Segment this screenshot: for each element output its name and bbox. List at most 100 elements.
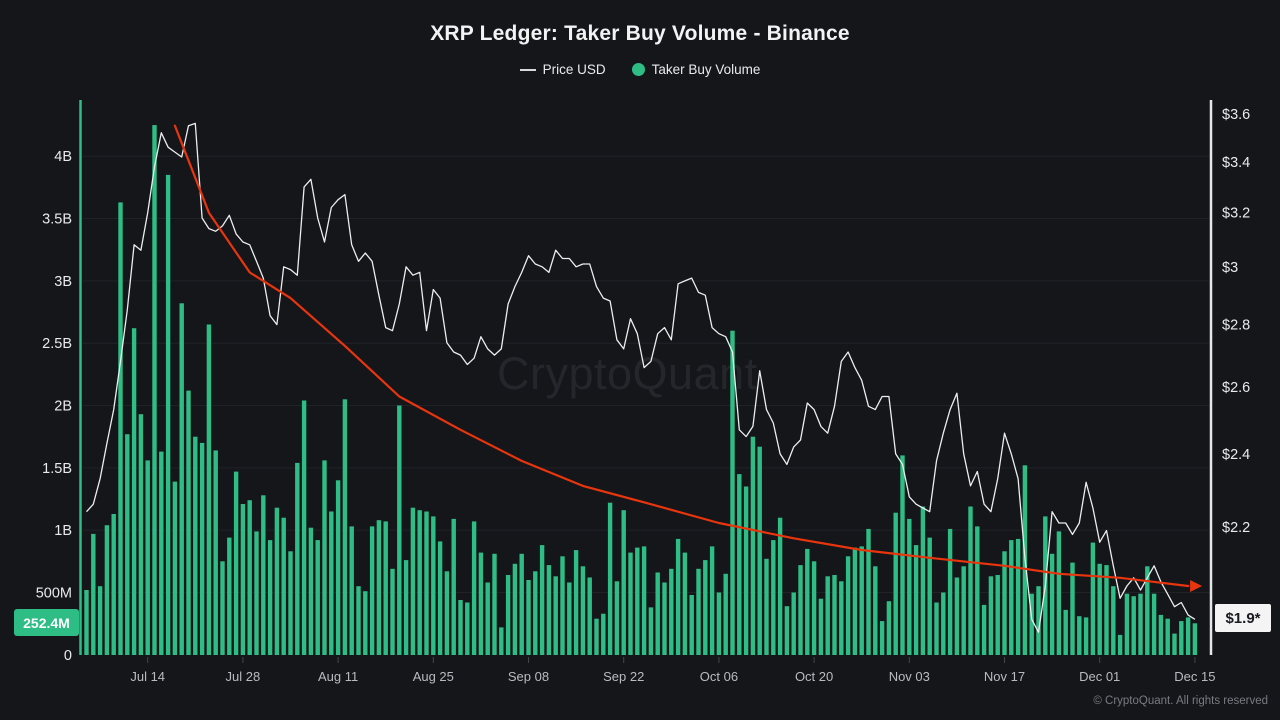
volume-bar [363, 591, 368, 655]
volume-bar [397, 405, 402, 655]
volume-bar [941, 592, 946, 655]
volume-bar [1104, 565, 1109, 655]
legend-item-volume[interactable]: Taker Buy Volume [631, 62, 760, 77]
volume-bar [709, 546, 715, 655]
volume-bar [777, 517, 783, 655]
volume-bar [805, 548, 810, 655]
volume-bar [621, 510, 626, 655]
volume-bar [757, 446, 762, 655]
volume-bar [716, 592, 722, 655]
volume-bar [689, 595, 694, 655]
volume-bar [580, 566, 586, 655]
volume-bar [179, 303, 184, 655]
volume-bar [138, 414, 144, 655]
volume-bar [227, 537, 232, 655]
volume-bar [301, 400, 307, 655]
x-axis-tick-label: Oct 20 [795, 669, 833, 684]
chart-legend: Price USD Taker Buy Volume [0, 62, 1280, 77]
volume-bar [403, 560, 409, 655]
volume-bar [165, 174, 171, 655]
volume-bar [410, 507, 416, 655]
x-axis-tick-label: Jul 14 [130, 669, 165, 684]
volume-bar [1131, 596, 1136, 655]
left-axis-tick-label: 0 [64, 648, 72, 664]
legend-label-price: Price USD [542, 62, 606, 77]
volume-bar [512, 563, 518, 655]
legend-item-price[interactable]: Price USD [519, 62, 606, 77]
volume-bar [614, 581, 620, 655]
left-axis-tick-label: 3B [54, 274, 72, 290]
volume-bar [961, 566, 966, 655]
volume-bar [206, 324, 212, 655]
volume-bar [920, 506, 926, 655]
dot-marker-icon [631, 63, 645, 76]
volume-bar [478, 552, 484, 655]
volume-bar [431, 516, 436, 655]
volume-bar [1138, 593, 1143, 655]
volume-bar [907, 518, 912, 655]
x-axis-labels: Jul 14 Jul 28 Aug 11 Aug 25 Sep 08 Sep 22 Oct … [130, 657, 1216, 684]
volume-bar [539, 545, 545, 655]
left-axis-labels: 0 500M 1B 1.5B 2B 2.5B 3B 3.5B 4B [36, 149, 72, 664]
volume-bar [281, 517, 286, 655]
x-axis-tick-label: Oct 06 [700, 669, 738, 684]
volume-bar [308, 527, 314, 655]
volume-bar [335, 480, 341, 655]
volume-bar [635, 547, 640, 655]
volume-bar [376, 520, 382, 655]
x-axis-tick-label: Aug 11 [318, 669, 358, 684]
volume-bar [737, 474, 742, 655]
volume-bar [1070, 562, 1075, 655]
volume-bar [587, 577, 592, 655]
volume-bar [213, 450, 218, 655]
volume-bar [648, 607, 654, 655]
volume-bar [1049, 553, 1055, 655]
left-axis-tick-label: 2B [54, 399, 72, 415]
volume-bar [567, 582, 572, 655]
volume-bar [662, 582, 667, 655]
volume-bar [1015, 538, 1021, 655]
volume-bar [682, 552, 688, 655]
volume-bar [601, 613, 606, 655]
volume-bar [492, 553, 497, 655]
volume-bar [811, 561, 817, 655]
volume-bar [267, 540, 273, 655]
volume-bar [1056, 531, 1062, 655]
volume-bar [723, 573, 728, 655]
volume-bar [1090, 542, 1096, 655]
volume-bar [954, 577, 960, 655]
volume-bar [254, 531, 259, 655]
latest-volume-badge: 252.4M [14, 609, 79, 636]
volume-bar [573, 550, 579, 655]
right-axis-tick-label: $2.8 [1222, 318, 1250, 334]
left-axis-tick-label: 3.5B [42, 212, 72, 228]
volume-bars[interactable] [84, 125, 1198, 656]
volume-bar [988, 576, 994, 655]
x-axis-tick-label: Dec 15 [1174, 669, 1215, 684]
volume-bar [274, 507, 280, 655]
volume-bar [832, 575, 837, 655]
volume-bar [825, 576, 830, 655]
volume-bar [1036, 586, 1041, 655]
x-axis-tick-label: Sep 08 [508, 669, 549, 684]
volume-bar [947, 528, 953, 655]
volume-bar [349, 526, 354, 655]
volume-bar [655, 572, 660, 655]
volume-bar [1124, 593, 1130, 655]
volume-bar [533, 571, 538, 655]
volume-bar [342, 399, 348, 655]
volume-bar [444, 571, 450, 655]
volume-bar [104, 525, 110, 655]
volume-bar [152, 125, 157, 656]
cryptoquant-watermark: CryptoQuant [497, 348, 758, 399]
volume-bar [424, 511, 429, 655]
volume-bar [485, 582, 490, 655]
volume-bar [1165, 618, 1170, 655]
volume-bar [1009, 540, 1014, 655]
volume-bar [172, 481, 178, 655]
volume-bar [369, 526, 375, 655]
volume-bar [798, 565, 803, 655]
volume-bar [913, 545, 919, 655]
